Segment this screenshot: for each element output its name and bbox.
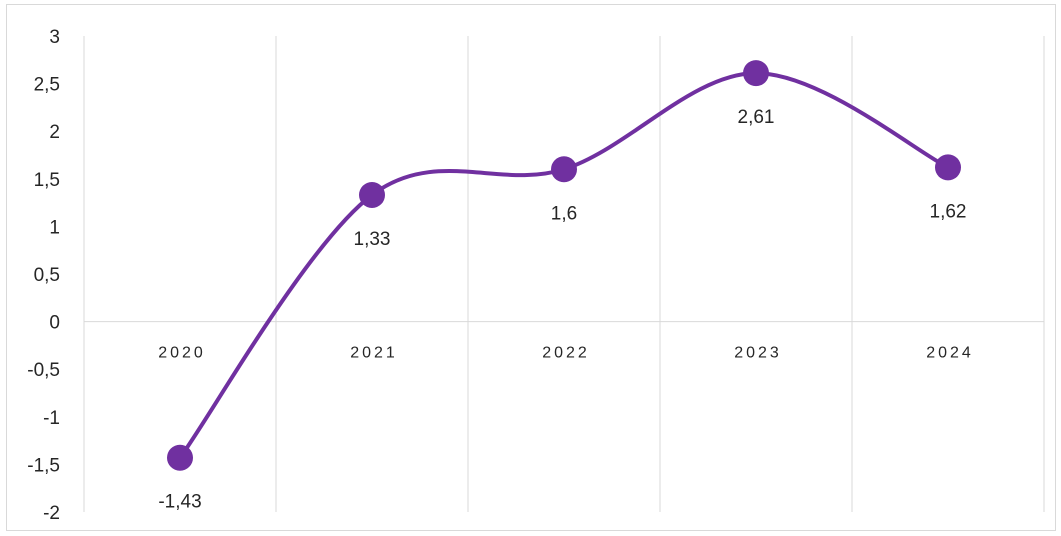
x-tick-label: 2024 [926,345,974,362]
x-tick-label: 2021 [350,345,398,362]
x-tick-label: 2022 [542,345,590,362]
x-tick-label: 2023 [734,345,782,362]
series-line [178,71,950,460]
data-point-marker [935,154,961,181]
y-tick-label: 0,5 [34,265,60,286]
y-tick-label: -1 [43,408,60,429]
y-tick-label: -0,5 [27,360,60,381]
data-label: 2,61 [738,107,775,128]
data-point-marker [551,156,577,183]
y-tick-label: -2 [43,503,60,524]
data-point-marker [359,181,385,208]
label-layer: -1,43 1,33 1,6 2,61 1,62 [158,107,966,513]
data-point-marker [167,444,193,471]
y-tick-label: 1,5 [34,170,60,191]
grid-layer [83,36,1045,512]
data-label: 1,33 [354,229,391,250]
y-tick-label: 3 [49,27,60,48]
x-tick-label: 2020 [158,345,206,362]
chart-frame [6,4,1056,531]
y-tick-label: 1 [49,217,60,238]
data-point-marker [743,60,769,87]
data-label: -1,43 [158,492,201,513]
series-layer [167,60,961,471]
data-label: 1,62 [930,201,967,222]
y-tick-label: -1,5 [27,455,60,476]
y-tick-label: 2 [49,122,60,143]
y-tick-label: 0 [49,313,60,334]
y-tick-label: 2,5 [34,75,60,96]
axis-layer: 3 2,5 2 1,5 1 0,5 0 -0,5 -1 -1,5 -2 2020 2021 2022 202… [27,27,1044,524]
data-label: 1,6 [551,203,577,224]
